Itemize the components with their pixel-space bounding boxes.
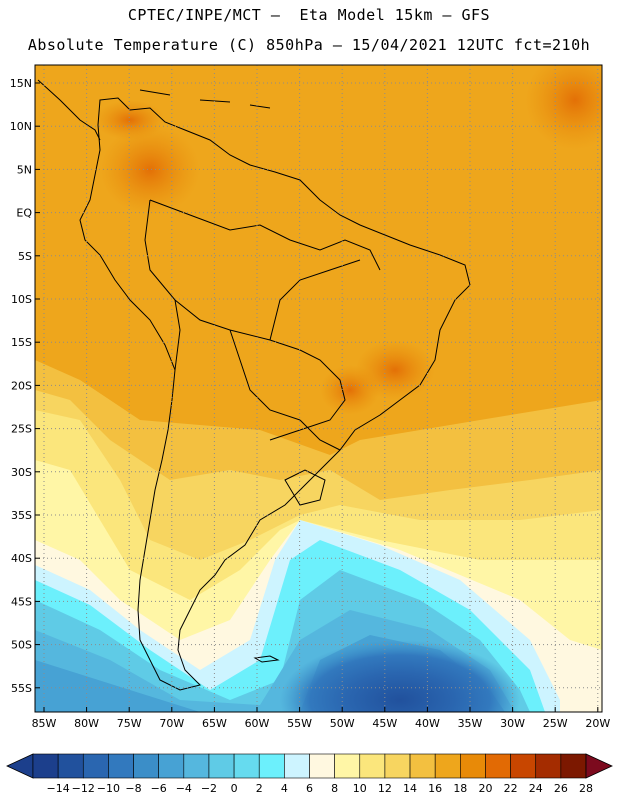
- lon-label: 45W: [372, 717, 397, 730]
- colorbar-label: −14: [47, 782, 70, 795]
- colorbar-label: −4: [176, 782, 192, 795]
- colorbar: −14 −12 −10 −8 −6 −4 −2 0 2 4 6 8 10 12 14 16 18 20 22 24 26…: [6, 753, 613, 795]
- lon-label: 40W: [415, 717, 440, 730]
- colorbar-label: 18: [453, 782, 467, 795]
- colorbar-label: 20: [478, 782, 492, 795]
- lon-label: 20W: [585, 717, 610, 730]
- lon-label: 80W: [74, 717, 99, 730]
- colorbar-label: 26: [554, 782, 568, 795]
- colorbar-arrow-high: [585, 753, 613, 779]
- lon-label: 55W: [287, 717, 312, 730]
- country-borders: [144, 199, 381, 451]
- lon-label: 60W: [245, 717, 270, 730]
- lon-label: 75W: [117, 717, 142, 730]
- colorbar-swatch: [434, 753, 461, 779]
- temperature-field: [35, 65, 602, 712]
- south-america-coastline: [79, 97, 471, 691]
- colorbar-swatch: [32, 753, 59, 779]
- lon-label: 25W: [543, 717, 568, 730]
- lat-label: 20S: [11, 379, 32, 392]
- lat-label: 55S: [11, 682, 32, 695]
- colorbar-swatch: [258, 753, 285, 779]
- colorbar-label: 6: [306, 782, 313, 795]
- lon-label: 30W: [500, 717, 525, 730]
- colorbar-swatch: [309, 753, 335, 779]
- colorbar-label: −12: [72, 782, 95, 795]
- colorbar-swatch: [208, 753, 235, 779]
- colorbar-label: 4: [281, 782, 288, 795]
- lon-label: 85W: [32, 717, 57, 730]
- colorbar-swatch: [384, 753, 411, 779]
- colorbar-label: 16: [428, 782, 442, 795]
- colorbar-label: 14: [403, 782, 417, 795]
- longitude-labels: 85W 80W 75W 70W 65W 60W 55W 50W 45W 40W 35W 30W 25W 2…: [32, 707, 610, 730]
- colorbar-label: 2: [256, 782, 263, 795]
- colorbar-swatch: [82, 753, 109, 779]
- colorbar-swatch: [108, 753, 134, 779]
- latitude-labels: 15N 10N 5N EQ 5S 10S 15S 20S 25S 30S 35S 40S 45S 50S 5…: [10, 77, 40, 695]
- colorbar-swatch: [284, 753, 310, 779]
- colorbar-label: 0: [231, 782, 238, 795]
- colorbar-swatch: [409, 753, 436, 779]
- colorbar-label: 28: [579, 782, 593, 795]
- uruguay-coast: [284, 469, 326, 506]
- lat-label: 40S: [11, 552, 32, 565]
- colorbar-label: −2: [201, 782, 217, 795]
- colorbar-label: −10: [97, 782, 120, 795]
- lat-label: 35S: [11, 509, 32, 522]
- map-frame: [34, 64, 603, 713]
- title-model: CPTEC/INPE/MCT — Eta Model 15km — GFS: [127, 6, 491, 24]
- colorbar-label: −8: [125, 782, 141, 795]
- colorbar-swatch: [560, 753, 587, 779]
- lat-label: 5N: [17, 163, 32, 176]
- lat-label: 5S: [18, 250, 32, 263]
- graticule: [35, 65, 602, 712]
- colorbar-label: 12: [378, 782, 392, 795]
- lat-label: 25S: [11, 423, 32, 436]
- colorbar-swatch: [485, 753, 511, 779]
- colorbar-label: 22: [504, 782, 518, 795]
- colorbar-label: 8: [331, 782, 338, 795]
- colorbar-swatch: [133, 753, 159, 779]
- central-america-coastline: [37, 79, 101, 141]
- lon-label: 50W: [330, 717, 355, 730]
- coastline-borders: [37, 79, 471, 691]
- colorbar-swatch: [158, 753, 185, 779]
- colorbar-arrow-low: [6, 753, 34, 779]
- caribbean-islands: [139, 89, 271, 109]
- title-variable: Absolute Temperature (C) 850hPa — 15/04/…: [27, 36, 591, 54]
- colorbar-swatch: [535, 753, 562, 779]
- lat-label: EQ: [16, 207, 32, 220]
- colorbar-swatch: [510, 753, 537, 779]
- colorbar-swatch: [233, 753, 260, 779]
- lat-label: 50S: [11, 639, 32, 652]
- lon-label: 35W: [458, 717, 483, 730]
- lat-label: 10N: [10, 120, 32, 133]
- colorbar-label: 10: [353, 782, 367, 795]
- falkland-islands: [253, 655, 280, 663]
- lat-label: 15N: [10, 77, 32, 90]
- colorbar-swatch: [359, 753, 386, 779]
- lat-label: 10S: [11, 293, 32, 306]
- colorbar-swatch: [334, 753, 361, 779]
- colorbar-swatch: [183, 753, 210, 779]
- colorbar-swatch: [57, 753, 84, 779]
- lon-label: 70W: [159, 717, 184, 730]
- lon-label: 65W: [202, 717, 227, 730]
- colorbar-label: 24: [529, 782, 543, 795]
- colorbar-swatch: [460, 753, 486, 779]
- lat-label: 15S: [11, 336, 32, 349]
- lat-label: 45S: [11, 595, 32, 608]
- lat-label: 30S: [11, 466, 32, 479]
- colorbar-label: −6: [151, 782, 167, 795]
